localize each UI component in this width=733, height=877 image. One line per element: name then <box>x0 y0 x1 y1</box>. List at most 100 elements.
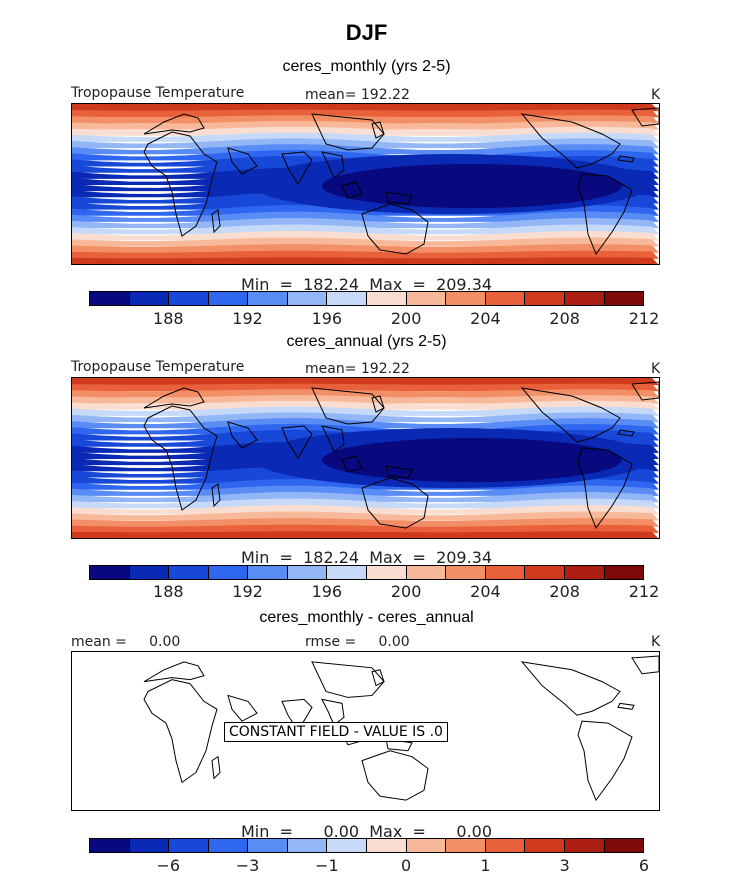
temperature-contour-band <box>72 518 659 527</box>
colorbar-swatch <box>564 839 605 852</box>
colorbar-tick-label: 196 <box>311 309 343 328</box>
colorbar-swatch <box>367 292 407 305</box>
panel-1-minmax: Min = 182.24 Max = 209.34 <box>240 275 493 294</box>
coastline <box>281 425 313 459</box>
colorbar-swatch <box>525 839 565 852</box>
panel-2-field-label: Tropopause Temperature <box>71 359 245 375</box>
colorbar-tick-label: 192 <box>232 582 263 601</box>
temperature-contour-band <box>72 400 659 410</box>
panel-3-subtitle: ceres_monthly - ceres_annual <box>259 609 474 626</box>
colorbar-swatch <box>90 839 130 852</box>
colorbar-swatch <box>169 839 209 852</box>
colorbar-tick-label: −6 <box>156 856 181 875</box>
coastline <box>211 209 221 234</box>
panel-3-mean: mean = 0.00 <box>71 634 181 650</box>
coastline-map <box>143 655 659 802</box>
colorbar-swatch <box>367 566 407 579</box>
coastline <box>631 107 659 127</box>
coastline <box>361 203 429 255</box>
colorbar-swatch <box>485 566 526 579</box>
colorbar-swatch <box>129 292 170 305</box>
colorbar-swatch <box>604 566 644 579</box>
panel-1-units: K <box>651 87 661 103</box>
panel-3-colorbar-ticks: −6 −3 −1 0 1 3 6 <box>89 856 649 875</box>
colorbar-swatch <box>169 566 209 579</box>
panel-2-mean: mean= 192.22 <box>305 361 410 377</box>
colorbar-swatch <box>367 839 407 852</box>
colorbar-tick-label: 6 <box>638 856 650 875</box>
coastline <box>631 381 659 401</box>
colorbar-swatch <box>406 839 447 852</box>
colorbar-swatch <box>129 839 170 852</box>
coldest-core-region <box>322 164 622 208</box>
coastline <box>371 121 385 139</box>
temperature-contour-band <box>72 237 659 247</box>
colorbar-swatch <box>485 292 526 305</box>
panel-1-map <box>71 103 660 265</box>
colorbar-swatch <box>446 292 486 305</box>
coastline <box>311 113 385 151</box>
colorbar-swatch <box>525 292 565 305</box>
colorbar-swatch <box>248 566 288 579</box>
panel-2-map <box>71 377 660 539</box>
coastline <box>577 447 633 530</box>
colorbar-tick-label: 212 <box>628 309 660 328</box>
panel-1-mean: mean= 192.22 <box>305 87 410 103</box>
temperature-contour-band <box>72 531 659 538</box>
colorbar-swatch <box>485 839 526 852</box>
coastline <box>361 750 429 801</box>
coastline <box>577 173 633 256</box>
panel-2-units: K <box>651 361 661 377</box>
coastline <box>321 425 345 453</box>
coastline <box>143 679 218 784</box>
coastline <box>143 661 205 683</box>
temperature-contour-band <box>72 138 659 149</box>
temperature-contour-band <box>72 224 659 235</box>
colorbar-swatch <box>327 566 368 579</box>
temperature-field <box>72 378 659 538</box>
coastline <box>311 387 385 425</box>
colorbar-swatch <box>208 292 249 305</box>
colorbar-swatch <box>327 292 368 305</box>
coastline <box>211 483 221 508</box>
coastline <box>371 395 385 413</box>
colorbar-swatch <box>169 292 209 305</box>
panel-3-colorbar <box>89 838 644 853</box>
temperature-contour-band <box>72 244 659 253</box>
panel-2-subtitle: ceres_annual (yrs 2-5) <box>286 333 447 350</box>
colorbar-tick-label: 208 <box>549 309 580 328</box>
colorbar-swatch <box>446 839 486 852</box>
coastline <box>520 387 621 443</box>
colorbar-tick-label: 0 <box>401 856 412 875</box>
colorbar-swatch <box>604 292 644 305</box>
coastline <box>617 702 635 710</box>
panel-1-subtitle: ceres_monthly (yrs 2-5) <box>282 58 451 75</box>
panel-1-field-label: Tropopause Temperature <box>71 85 245 101</box>
colorbar-swatch <box>248 839 288 852</box>
temperature-contour-band <box>72 217 659 229</box>
panel-1-colorbar <box>89 291 644 306</box>
coastline <box>385 191 413 205</box>
colorbar-swatch <box>208 566 249 579</box>
coastline <box>617 429 635 437</box>
coastline <box>143 131 218 237</box>
temperature-contour-band <box>72 418 659 429</box>
colorbar-swatch <box>564 292 605 305</box>
temperature-contour-band <box>72 132 659 142</box>
temperature-contour-band <box>72 257 659 264</box>
colorbar-swatch <box>90 566 130 579</box>
panel-2-colorbar <box>89 565 644 580</box>
coastline <box>143 405 218 511</box>
temperature-contour-band <box>72 491 659 503</box>
colorbar-swatch <box>129 566 170 579</box>
temperature-contour-band <box>72 504 659 515</box>
colorbar-tick-label: −3 <box>235 856 260 875</box>
coastline <box>341 455 363 473</box>
colorbar-swatch <box>327 839 368 852</box>
panel-3-constant-field-note: CONSTANT FIELD - VALUE IS .0 <box>224 722 448 742</box>
temperature-contour-band <box>72 250 659 259</box>
coastline <box>227 694 258 722</box>
panel-2-colorbar-ticks: 188 192 196 200 204 208 212 <box>89 582 659 601</box>
temperature-contour-band <box>72 144 659 155</box>
colorbar-swatch <box>287 839 328 852</box>
